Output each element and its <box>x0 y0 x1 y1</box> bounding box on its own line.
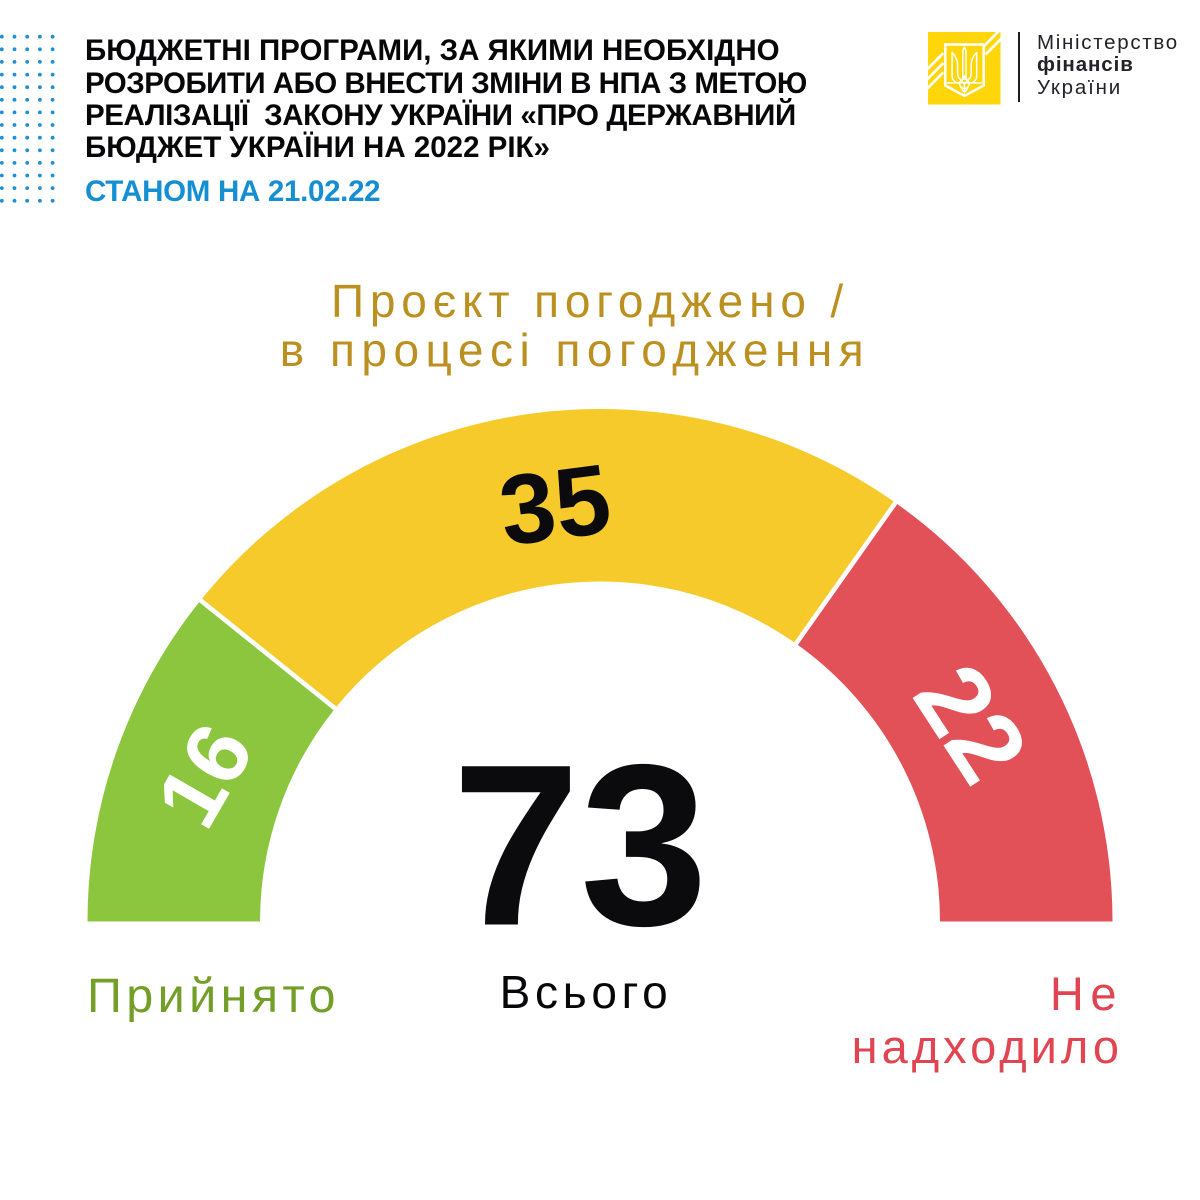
svg-text:35: 35 <box>493 442 617 566</box>
svg-text:73: 73 <box>452 717 708 941</box>
